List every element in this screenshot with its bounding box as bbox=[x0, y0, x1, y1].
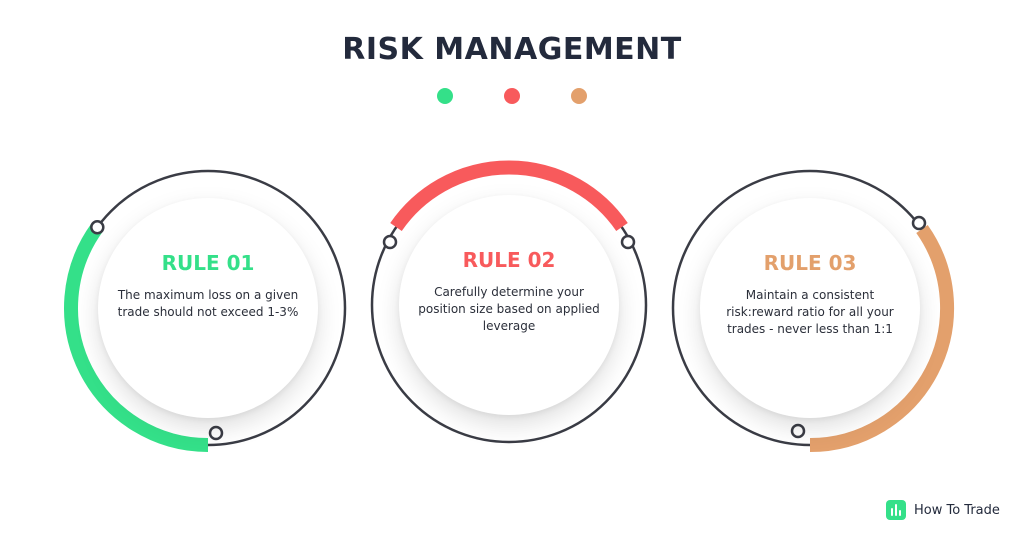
rule-02-card: RULE 02 Carefully determine your positio… bbox=[364, 160, 654, 450]
rule-03-card: RULE 03 Maintain a consistent risk:rewar… bbox=[665, 163, 955, 453]
rule-03-content: RULE 03 Maintain a consistent risk:rewar… bbox=[710, 251, 910, 338]
rule-03-arc bbox=[809, 224, 955, 452]
rule-03-inner-circle bbox=[700, 198, 920, 418]
rule-02-arc bbox=[390, 160, 628, 231]
rule-01-ring bbox=[64, 169, 347, 452]
rule-02-title: RULE 02 bbox=[462, 248, 556, 272]
orange-dot bbox=[571, 88, 587, 104]
rule-02-content: RULE 02 Carefully determine your positio… bbox=[409, 248, 609, 335]
logo-text: How To Trade bbox=[914, 502, 1000, 518]
rule-01-title: RULE 01 bbox=[161, 251, 255, 275]
rule-01-arc bbox=[64, 223, 209, 452]
rule-02-description: Carefully determine your position size b… bbox=[409, 284, 609, 335]
rule-03-desc-line-3: trades - never less than 1:1 bbox=[727, 322, 893, 336]
rule-02-start-knob bbox=[382, 234, 398, 250]
rule-01-inner-circle bbox=[98, 198, 318, 418]
rule-01-desc-line-2: trade should not exceed 1-3% bbox=[117, 305, 299, 319]
rule-03-desc-line-2: risk:reward ratio for all your bbox=[726, 305, 894, 319]
rule-01-description: The maximum loss on a given trade should… bbox=[108, 287, 308, 321]
red-dot bbox=[504, 88, 520, 104]
green-dot bbox=[437, 88, 453, 104]
bar-chart-icon bbox=[886, 500, 906, 520]
page-title: RISK MANAGEMENT bbox=[342, 32, 682, 67]
how-to-trade-logo: How To Trade bbox=[886, 500, 1000, 520]
rule-03-title: RULE 03 bbox=[763, 251, 857, 275]
rule-02-end-knob bbox=[620, 234, 636, 250]
color-dots bbox=[437, 88, 589, 104]
rule-03-description: Maintain a consistent risk:reward ratio … bbox=[710, 287, 910, 338]
rule-03-desc-line-1: Maintain a consistent bbox=[745, 288, 875, 302]
rule-02-ring bbox=[370, 160, 648, 444]
rule-03-start-knob bbox=[911, 215, 927, 231]
rule-01-card: RULE 01 The maximum loss on a given trad… bbox=[63, 163, 353, 453]
rule-01-end-knob bbox=[208, 425, 224, 441]
rule-03-ring bbox=[671, 169, 955, 452]
rule-02-inner-circle bbox=[399, 195, 619, 415]
rule-02-desc-line-2: position size based on applied bbox=[418, 302, 600, 316]
rule-01-start-knob bbox=[90, 220, 105, 235]
rule-02-desc-line-3: leverage bbox=[482, 319, 536, 333]
rule-02-desc-line-1: Carefully determine your bbox=[434, 285, 584, 299]
rule-03-end-knob bbox=[790, 423, 806, 439]
rule-01-desc-line-1: The maximum loss on a given bbox=[117, 288, 299, 302]
rule-01-content: RULE 01 The maximum loss on a given trad… bbox=[108, 251, 308, 321]
